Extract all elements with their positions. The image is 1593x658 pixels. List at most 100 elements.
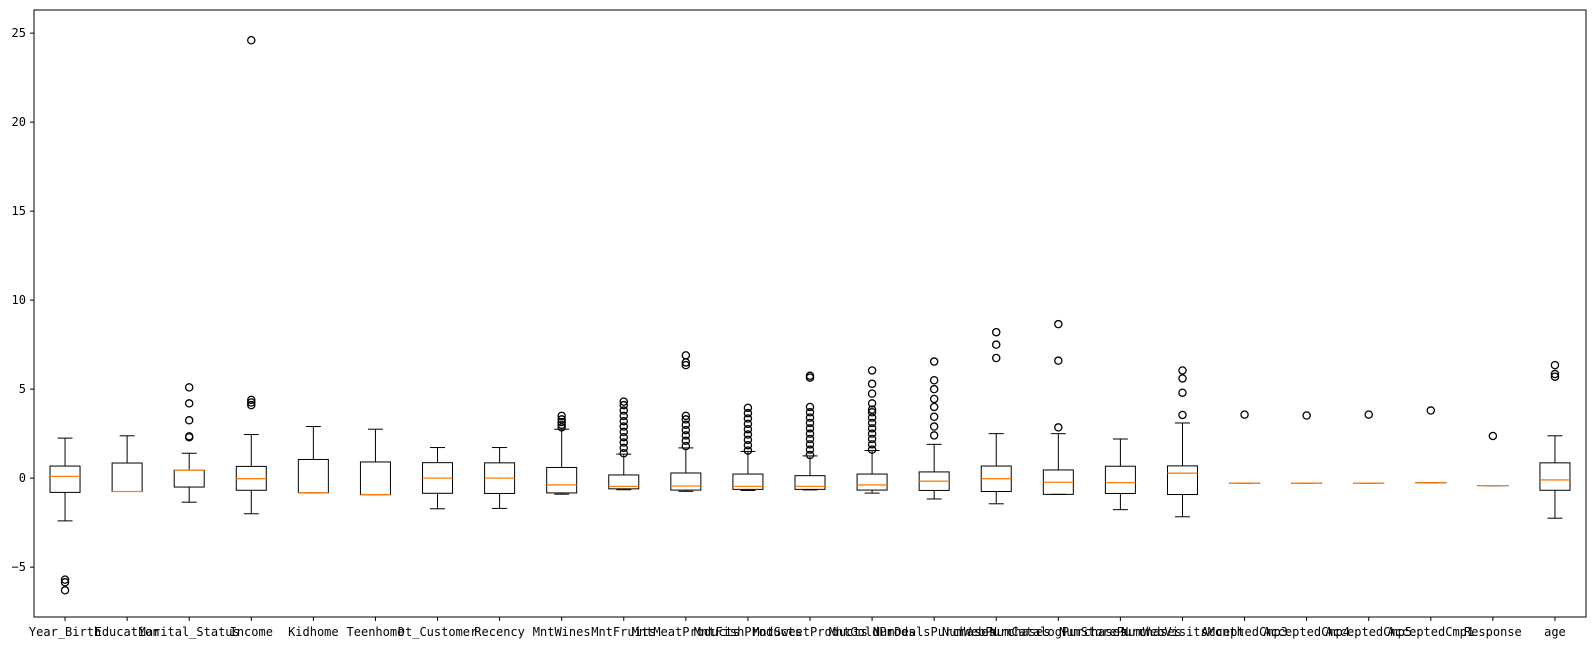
box-Dt_Customer xyxy=(422,447,454,510)
outlier-point xyxy=(619,422,629,431)
outlier-point xyxy=(1054,319,1063,329)
outlier-point xyxy=(681,441,691,451)
outlier-point xyxy=(681,351,691,360)
outlier-point xyxy=(619,448,629,458)
outlier-point xyxy=(1054,356,1063,365)
outlier-point xyxy=(805,429,815,438)
outlier-point xyxy=(743,424,753,434)
x-tick-label: AcceptedCmp3 xyxy=(1201,625,1288,639)
outlier-point xyxy=(557,423,566,432)
outlier-point xyxy=(557,417,566,427)
x-tick-label: NumDealsPurchases xyxy=(873,625,996,639)
x-tick-label: AcceptedCmp5 xyxy=(1325,625,1412,639)
outlier-point xyxy=(867,389,877,398)
outlier-point xyxy=(619,397,629,406)
iqr-box xyxy=(49,465,81,493)
outlier-point xyxy=(805,450,815,460)
box-MntFruits xyxy=(608,397,640,491)
outlier-point xyxy=(1178,366,1187,375)
outlier-point xyxy=(681,411,691,421)
iqr-box xyxy=(732,473,764,490)
box-Recency xyxy=(484,447,516,509)
box-NumCatalogPurchases xyxy=(1042,319,1074,495)
y-tick-label: 10 xyxy=(12,293,26,307)
outlier-point xyxy=(867,366,877,375)
outlier-point xyxy=(1178,410,1187,420)
x-tick-label: MntMeatProducts xyxy=(632,625,740,639)
outlier-point xyxy=(681,436,691,446)
x-tick-label: MntGoldProds xyxy=(829,625,916,639)
x-tick-label: AcceptedCmp4 xyxy=(1263,625,1350,639)
outlier-point xyxy=(867,440,877,449)
outlier-point xyxy=(1488,431,1498,441)
x-tick-label: MntWines xyxy=(533,625,591,639)
x-tick-label: NumStorePurchases xyxy=(1059,625,1182,639)
outlier-point xyxy=(184,432,194,441)
x-tick-label: NumWebPurchases xyxy=(942,625,1050,639)
x-tick-label: Year_Birth xyxy=(29,625,101,639)
outlier-point xyxy=(247,398,256,407)
y-tick-label: 20 xyxy=(12,115,26,129)
outlier-point xyxy=(867,408,877,417)
outlier-point xyxy=(1240,410,1249,419)
outlier-point xyxy=(805,424,815,433)
x-tick-label: MntSweetProducts xyxy=(752,625,868,639)
outlier-point xyxy=(805,413,815,422)
outlier-point xyxy=(867,379,877,389)
outlier-point xyxy=(805,418,815,428)
outlier-point xyxy=(681,425,691,435)
outlier-point xyxy=(619,406,629,415)
outlier-point xyxy=(991,353,1001,363)
outlier-point xyxy=(557,415,566,424)
iqr-box xyxy=(856,473,888,491)
outlier-point xyxy=(805,402,815,412)
outlier-point xyxy=(743,446,753,455)
outlier-point xyxy=(867,418,877,428)
y-tick-label: 15 xyxy=(12,204,26,218)
outlier-point xyxy=(991,340,1001,349)
outlier-point xyxy=(929,402,939,412)
outlier-point xyxy=(805,371,815,381)
outlier-point xyxy=(867,399,877,408)
x-tick-label: Marital_Status xyxy=(139,625,240,639)
box-Kidhome xyxy=(297,426,329,494)
outlier-point xyxy=(60,575,70,584)
box-NumWebPurchases xyxy=(980,327,1012,505)
outlier-point xyxy=(619,411,629,421)
box-Response xyxy=(1477,431,1509,487)
x-tick-label: Education xyxy=(95,625,160,639)
box-MntMeatProducts xyxy=(670,351,702,492)
outlier-point xyxy=(1178,374,1187,383)
outlier-point xyxy=(681,415,691,424)
box-AcceptedCmp1 xyxy=(1415,406,1447,484)
box-series xyxy=(49,36,1571,595)
outlier-point xyxy=(557,411,566,421)
outlier-point xyxy=(929,357,939,366)
box-Year_Birth xyxy=(49,437,81,595)
box-MntSweetProducts xyxy=(794,371,826,491)
outlier-point xyxy=(743,419,753,429)
outlier-point xyxy=(929,431,939,440)
outlier-point xyxy=(619,427,629,437)
box-Marital_Status xyxy=(173,383,205,503)
outlier-point xyxy=(184,399,194,408)
x-tick-label: Dt_Customer xyxy=(398,625,477,639)
outlier-point xyxy=(743,408,753,418)
outlier-point xyxy=(867,445,877,454)
outlier-point xyxy=(1364,410,1373,419)
box-Education xyxy=(111,435,143,493)
outlier-point xyxy=(991,327,1001,337)
outlier-point xyxy=(247,36,256,45)
box-MntGoldProds xyxy=(856,366,888,494)
x-tick-label: NumCatalogPurchases xyxy=(990,625,1127,639)
outlier-point xyxy=(1426,406,1436,415)
box-NumStorePurchases xyxy=(1104,438,1136,511)
x-tick-label: Teenhome xyxy=(347,625,405,639)
outlier-point xyxy=(805,440,815,449)
x-tick-label: Income xyxy=(230,625,273,639)
outlier-point xyxy=(247,395,256,405)
iqr-box xyxy=(1166,465,1198,496)
